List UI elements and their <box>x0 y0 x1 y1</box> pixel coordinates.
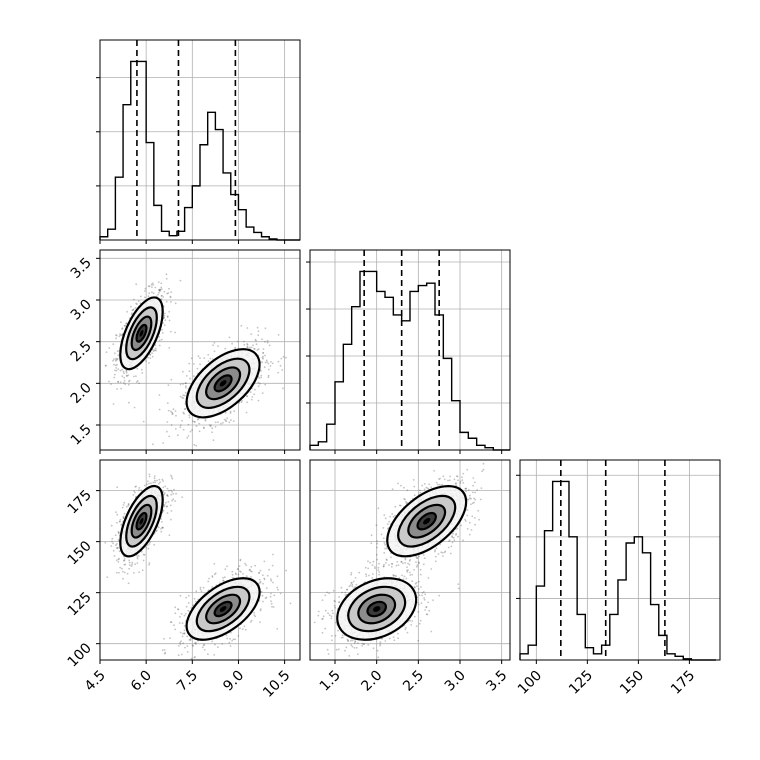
density-panel-1-frame <box>99 249 301 451</box>
xtick-label-col2-0: 1.5 <box>317 668 344 695</box>
density-panel-3 <box>309 459 511 664</box>
density-panel-2-frame <box>99 459 301 661</box>
contour-1-mode-2-level-5 <box>219 380 227 387</box>
ytick-label-row3-3: 175 <box>65 487 95 517</box>
contour-3-mode-1-level-5 <box>423 517 431 525</box>
histogram-3-bars <box>519 480 716 661</box>
density-panel-1 <box>96 249 301 454</box>
ytick-label-row2-4: 3.5 <box>68 255 95 282</box>
ytick-label-row2-0: 1.5 <box>68 422 95 449</box>
xtick-label-col3-0: 100 <box>515 668 545 698</box>
xtick-label-col2-2: 2.5 <box>400 668 427 695</box>
xtick-label-col3-1: 125 <box>566 668 596 698</box>
xtick-label-col2-3: 3.0 <box>442 668 469 695</box>
density-panel-3-frame <box>309 459 511 661</box>
histogram-3-frame <box>519 459 721 661</box>
panel-1-content <box>104 273 287 447</box>
xtick-label-col3-3: 175 <box>668 668 698 698</box>
xtick-label-col1-3: 9.0 <box>220 668 247 695</box>
ytick-label-row3-2: 150 <box>65 538 95 568</box>
xtick-label-col3-2: 150 <box>617 668 647 698</box>
xtick-label-col1-4: 10.5 <box>260 668 293 701</box>
histogram-panel-1 <box>96 39 301 244</box>
contour-1-mode-1-level-5 <box>139 329 144 337</box>
ytick-label-row2-2: 2.5 <box>68 338 95 365</box>
ytick-label-row2-3: 3.0 <box>68 297 95 324</box>
xtick-label-col1-1: 6.0 <box>128 668 155 695</box>
xtick-label-col2-1: 2.0 <box>358 668 385 695</box>
panel-3-content <box>313 462 485 660</box>
contour-3-mode-2-level-5 <box>372 606 381 612</box>
histogram-panel-3 <box>516 459 721 664</box>
contour-2-mode-1-level-5 <box>139 517 144 525</box>
histogram-1-frame <box>99 39 301 241</box>
ytick-label-row3-1: 125 <box>65 589 95 619</box>
xtick-label-col1-2: 7.5 <box>174 668 201 695</box>
histogram-panel-2 <box>306 249 511 454</box>
panel-2-content <box>100 473 292 660</box>
xtick-label-col1-0: 4.5 <box>82 668 109 695</box>
histogram-2-frame <box>309 249 511 451</box>
contour-2-mode-2-level-5 <box>219 606 227 612</box>
histogram-2-bars <box>309 270 510 451</box>
histogram-1-bars <box>99 60 300 241</box>
xtick-label-col2-4: 3.5 <box>483 668 510 695</box>
ytick-label-row3-0: 100 <box>65 640 95 670</box>
ytick-label-row2-1: 2.0 <box>68 380 95 407</box>
density-panel-2 <box>96 459 301 664</box>
